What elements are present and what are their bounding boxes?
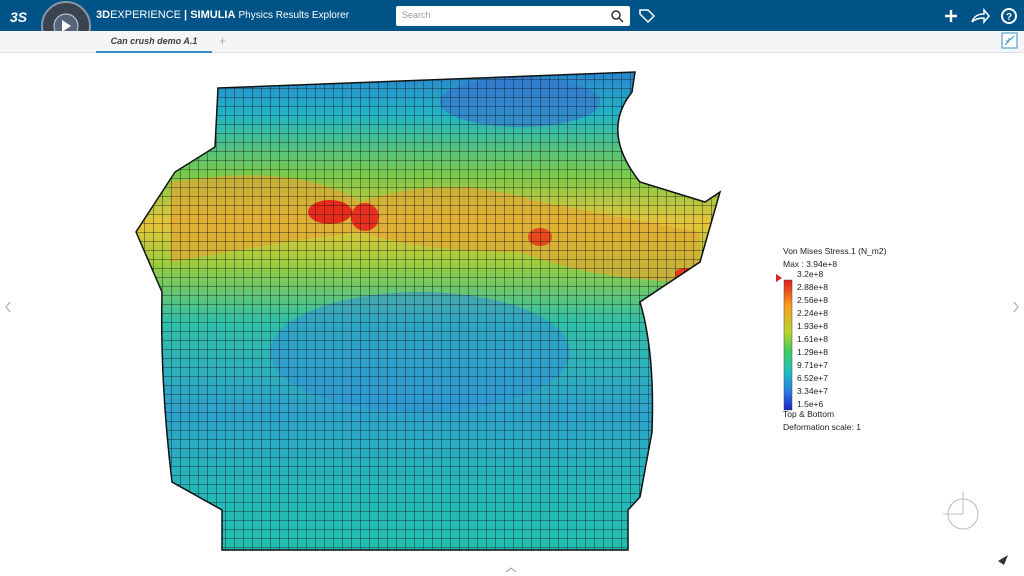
legend-max: Max : 3.94e+8 — [783, 259, 838, 269]
svg-text:?: ? — [1006, 12, 1012, 23]
legend-label: 3.2e+8 — [797, 269, 824, 279]
app-name: Physics Results Explorer — [238, 10, 350, 21]
color-scale — [783, 279, 793, 411]
brand-separator: | — [184, 9, 188, 21]
legend-label: 6.52e+7 — [797, 373, 828, 383]
legend-title: Von Mises Stress.1 (N_m2) — [783, 246, 887, 256]
legend-label: 1.93e+8 — [797, 321, 828, 331]
tab-bar: Can crush demo A.1 + — [0, 31, 1024, 53]
legend-label: 2.56e+8 — [797, 295, 828, 305]
cursor-tool[interactable] — [998, 555, 1008, 565]
collapse-icon[interactable] — [1001, 32, 1019, 50]
legend-label: 2.24e+8 — [797, 308, 828, 318]
axis-triad — [943, 492, 979, 530]
top-icons: 3S ? — [10, 7, 1017, 25]
search-icon[interactable] — [610, 9, 624, 23]
tag-icon[interactable] — [639, 9, 656, 24]
help-icon[interactable] — [1001, 8, 1017, 24]
nav-arrows[interactable] — [5, 301, 1019, 573]
brand: 3DEXPERIENCE | SIMULIA Physics Results E… — [96, 9, 349, 21]
legend-label: 2.88e+8 — [797, 282, 828, 292]
search-placeholder: Search — [402, 10, 431, 20]
tab[interactable]: Can crush demo A.1 — [96, 33, 212, 53]
legend-label: 3.34e+7 — [797, 386, 828, 396]
legend-label: 1.29e+8 — [797, 347, 828, 357]
max-marker — [776, 274, 782, 282]
legend-deformation: Deformation scale: 1 — [783, 422, 861, 432]
viewport — [5, 71, 1019, 573]
legend-group: Top & Bottom — [783, 409, 835, 419]
legend: Von Mises Stress.1 (N_m2) Max : 3.94e+8 … — [783, 246, 886, 432]
brand-3d: 3D — [96, 9, 111, 21]
add-icon[interactable] — [945, 10, 957, 22]
search-box[interactable]: Search — [396, 6, 630, 26]
share-icon[interactable] — [971, 7, 990, 25]
can-model — [136, 72, 720, 550]
brand-simulia: SIMULIA — [190, 9, 236, 21]
add-tab[interactable]: + — [219, 34, 227, 48]
legend-label: 1.61e+8 — [797, 334, 828, 344]
ds-logo: 3S — [10, 9, 28, 25]
top-bar: 3S ? 3DEXPERIENCE | SIMULIA Physics Resu… — [0, 0, 1024, 31]
legend-label: 9.71e+7 — [797, 360, 828, 370]
legend-label: 1.5e+6 — [797, 399, 824, 409]
brand-experience: EXPERIENCE — [110, 9, 181, 21]
